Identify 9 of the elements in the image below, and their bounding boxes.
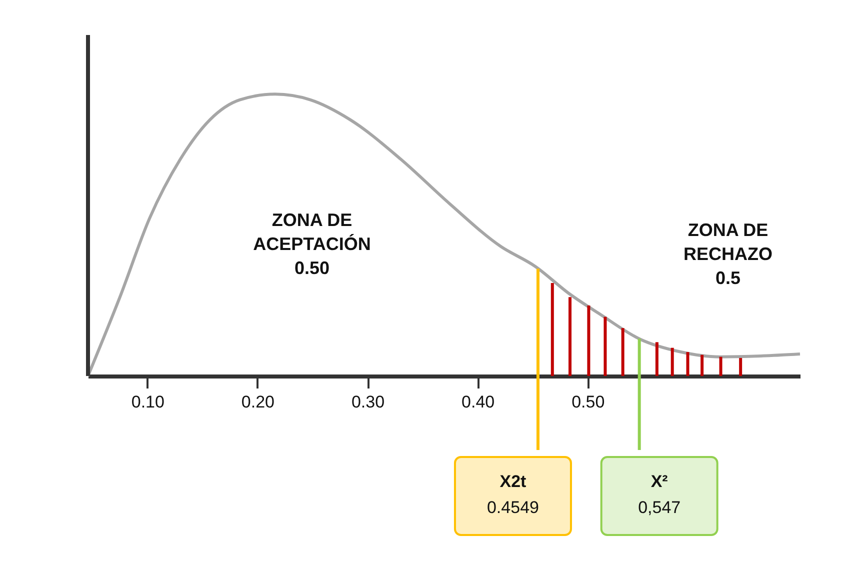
x-tick-label: 0.50 <box>572 392 605 412</box>
x-tick-label: 0.30 <box>351 392 385 412</box>
x-tick-label: 0.40 <box>462 392 495 412</box>
ref-line-label: X² 0,547 <box>638 472 681 517</box>
ref-line-label: X2t 0.4549 <box>486 472 539 517</box>
x-tick-label: 0.20 <box>241 392 275 412</box>
x-tick-label: 0.10 <box>131 392 164 412</box>
annotation: ZONA DE RECHAZO 0.5 <box>684 220 772 288</box>
annotation: ZONA DE ACEPTACIÓN 0.50 <box>253 210 371 278</box>
